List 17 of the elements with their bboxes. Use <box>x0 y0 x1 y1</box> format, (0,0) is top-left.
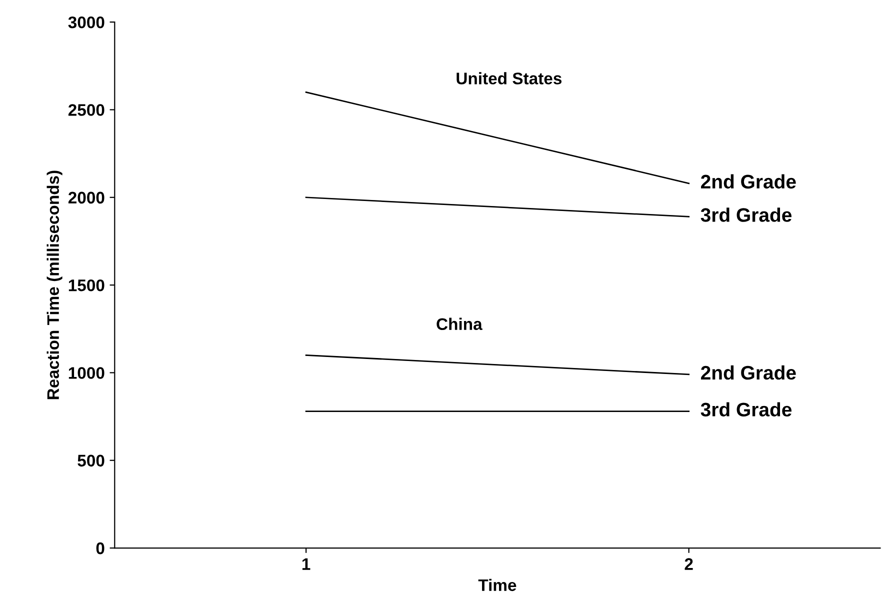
y-tick-label: 2500 <box>68 104 104 116</box>
series-label: 2nd Grade <box>701 365 796 380</box>
y-tick-label: 3000 <box>68 16 104 28</box>
y-tick-label: 1500 <box>68 279 104 292</box>
x-axis-title: Time <box>478 578 516 592</box>
y-tick-label: 500 <box>78 454 104 467</box>
annotation: China <box>436 318 482 330</box>
y-axis-title: Reaction Time (milliseconds) <box>46 170 62 400</box>
y-tick-label: 0 <box>96 542 104 554</box>
x-tick-label: 1 <box>302 558 310 570</box>
annotation: United States <box>456 72 562 84</box>
series-label: 3rd Grade <box>700 402 792 417</box>
x-tick-label: 2 <box>684 558 693 570</box>
y-tick-label: 1000 <box>68 367 104 379</box>
series-label: 2nd Grade <box>701 174 796 189</box>
series-label: 3rd Grade <box>700 208 792 222</box>
y-tick-label: 2000 <box>68 192 104 204</box>
